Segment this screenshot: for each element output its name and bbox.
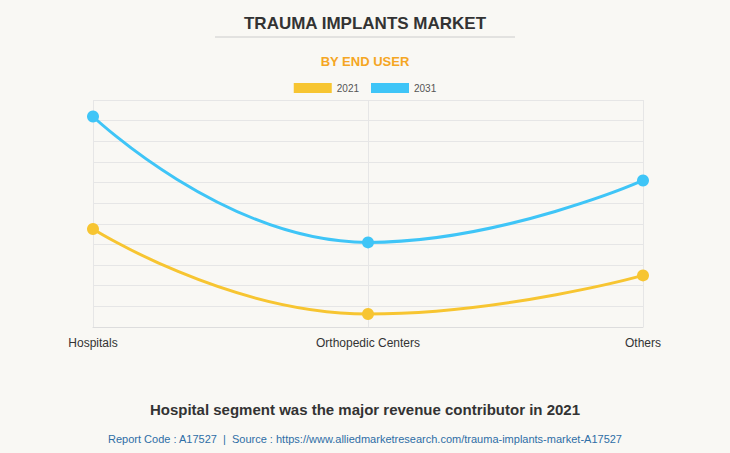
svg-text:Hospitals: Hospitals: [68, 336, 117, 350]
svg-text:2031: 2031: [414, 83, 437, 94]
svg-text:Hospital segment was the major: Hospital segment was the major revenue c…: [150, 401, 580, 418]
svg-text:Others: Others: [625, 336, 661, 350]
svg-text:Orthopedic Centers: Orthopedic Centers: [316, 336, 420, 350]
svg-text:TRAUMA IMPLANTS MARKET: TRAUMA IMPLANTS MARKET: [244, 14, 487, 33]
svg-text:2021: 2021: [337, 83, 360, 94]
svg-text:Report Code : A17527 | Sourc: Report Code : A17527 | Source : https://…: [108, 433, 622, 445]
svg-text:BY END USER: BY END USER: [321, 54, 410, 69]
